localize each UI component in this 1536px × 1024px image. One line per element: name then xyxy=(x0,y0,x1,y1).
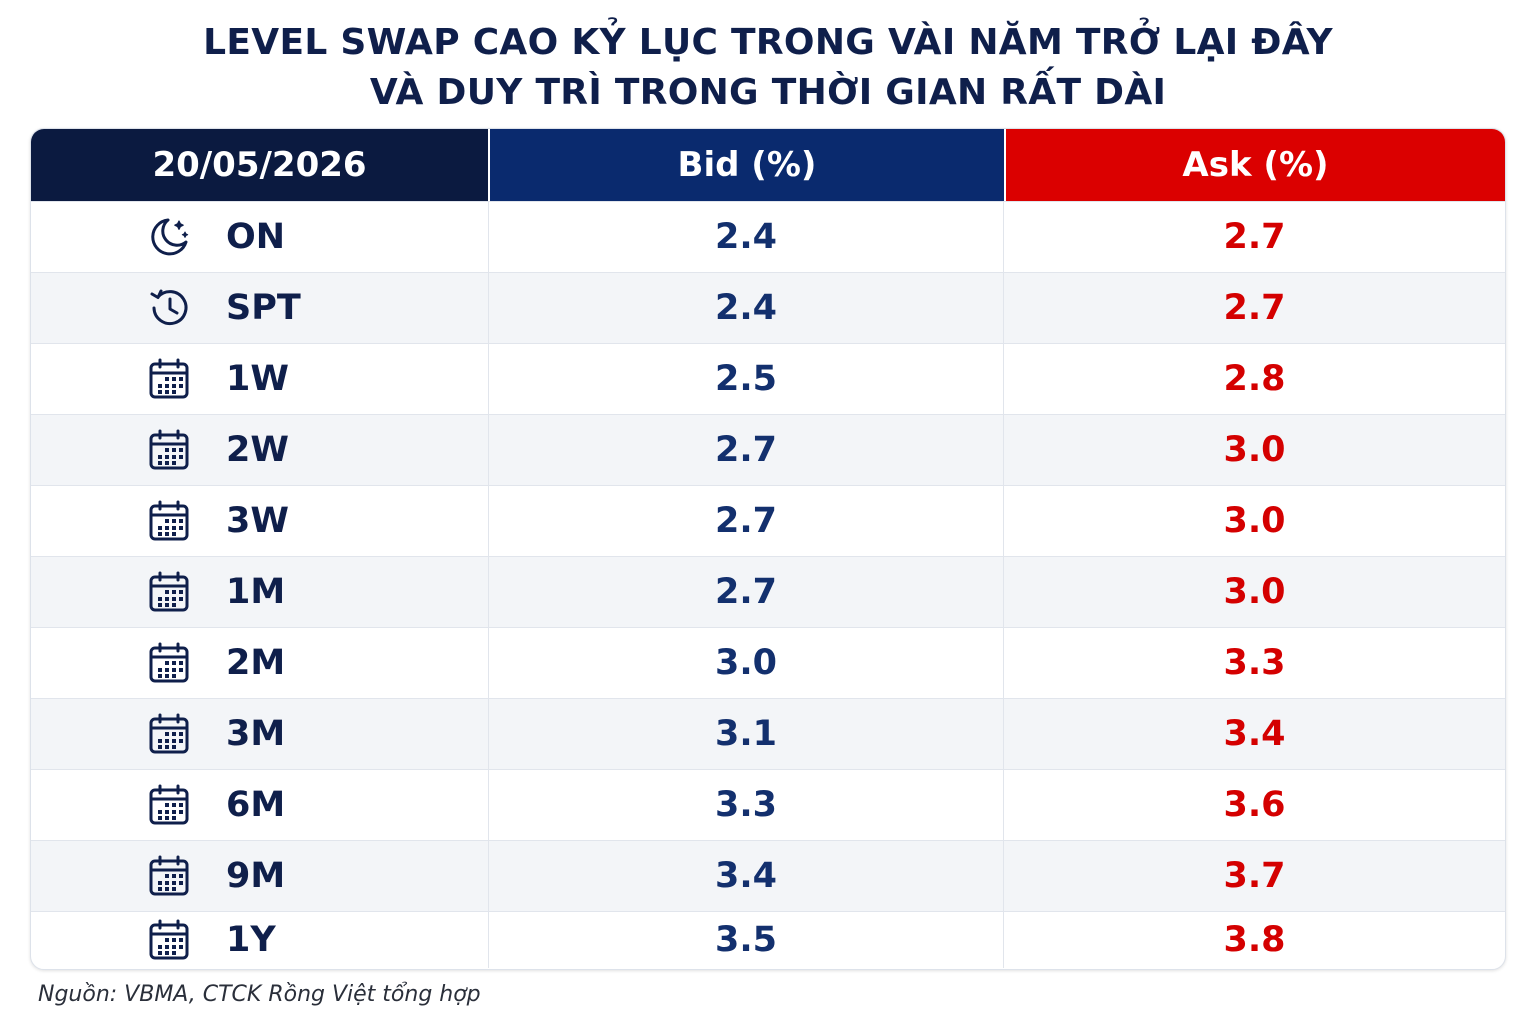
tenor-label: 3W xyxy=(226,501,289,541)
table-row: 6M 3.3 3.6 xyxy=(31,769,1505,840)
tenor-cell: 2M xyxy=(31,628,488,698)
bid-value: 3.5 xyxy=(488,912,1003,968)
tenor-label: 1Y xyxy=(226,920,276,960)
ask-value: 3.4 xyxy=(1003,699,1505,769)
table-row: 2M 3.0 3.3 xyxy=(31,627,1505,698)
calendar-icon xyxy=(146,569,192,615)
table-row: 1W 2.5 2.8 xyxy=(31,343,1505,414)
clock-history-icon xyxy=(146,285,192,331)
tenor-label: 9M xyxy=(226,856,286,896)
tenor-label: 1M xyxy=(226,572,286,612)
ask-value: 3.6 xyxy=(1003,770,1505,840)
bid-value: 2.7 xyxy=(488,415,1003,485)
table-row: 9M 3.4 3.7 xyxy=(31,840,1505,911)
calendar-icon xyxy=(146,356,192,402)
bid-value: 2.7 xyxy=(488,557,1003,627)
header-ask: Ask (%) xyxy=(1004,129,1505,201)
ask-value: 2.7 xyxy=(1003,202,1505,272)
table-row: ON 2.4 2.7 xyxy=(31,201,1505,272)
tenor-label: 2W xyxy=(226,430,289,470)
ask-value: 3.0 xyxy=(1003,415,1505,485)
tenor-label: 3M xyxy=(226,714,286,754)
source-note: Nguồn: VBMA, CTCK Rồng Việt tổng hợp xyxy=(38,982,481,1007)
tenor-label: 2M xyxy=(226,643,286,683)
tenor-cell: 6M xyxy=(31,770,488,840)
tenor-cell: 1Y xyxy=(31,912,488,968)
header-date: 20/05/2026 xyxy=(31,129,488,201)
bid-value: 2.4 xyxy=(488,202,1003,272)
calendar-icon xyxy=(146,427,192,473)
swap-table: 20/05/2026 Bid (%) Ask (%) ON 2.4 2.7 SPT 2.… xyxy=(30,128,1506,970)
table-header: 20/05/2026 Bid (%) Ask (%) xyxy=(31,129,1505,201)
calendar-icon xyxy=(146,917,192,963)
table-row: 2W 2.7 3.0 xyxy=(31,414,1505,485)
calendar-icon xyxy=(146,782,192,828)
bid-value: 2.7 xyxy=(488,486,1003,556)
chart-title: LEVEL SWAP CAO KỶ LỤC TRONG VÀI NĂM TRỞ … xyxy=(0,18,1536,118)
calendar-icon xyxy=(146,498,192,544)
table-row: 3W 2.7 3.0 xyxy=(31,485,1505,556)
title-line-2: VÀ DUY TRÌ TRONG THỜI GIAN RẤT DÀI xyxy=(369,72,1167,113)
table-row: SPT 2.4 2.7 xyxy=(31,272,1505,343)
table-row: 1Y 3.5 3.8 xyxy=(31,911,1505,968)
tenor-cell: 1M xyxy=(31,557,488,627)
ask-value: 3.8 xyxy=(1003,912,1505,968)
tenor-label: 6M xyxy=(226,785,286,825)
title-line-1: LEVEL SWAP CAO KỶ LỤC TRONG VÀI NĂM TRỞ … xyxy=(203,22,1333,63)
calendar-icon xyxy=(146,853,192,899)
ask-value: 3.0 xyxy=(1003,486,1505,556)
tenor-label: SPT xyxy=(226,288,301,328)
tenor-label: ON xyxy=(226,217,286,257)
calendar-icon xyxy=(146,711,192,757)
ask-value: 3.3 xyxy=(1003,628,1505,698)
ask-value: 3.7 xyxy=(1003,841,1505,911)
table-row: 3M 3.1 3.4 xyxy=(31,698,1505,769)
tenor-cell: 3M xyxy=(31,699,488,769)
tenor-label: 1W xyxy=(226,359,289,399)
tenor-cell: ON xyxy=(31,202,488,272)
tenor-cell: SPT xyxy=(31,273,488,343)
ask-value: 2.7 xyxy=(1003,273,1505,343)
tenor-cell: 9M xyxy=(31,841,488,911)
bid-value: 3.1 xyxy=(488,699,1003,769)
header-bid: Bid (%) xyxy=(488,129,1004,201)
table-row: 1M 2.7 3.0 xyxy=(31,556,1505,627)
bid-value: 2.5 xyxy=(488,344,1003,414)
bid-value: 3.3 xyxy=(488,770,1003,840)
table-body: ON 2.4 2.7 SPT 2.4 2.7 1W 2.5 2.8 2W 2.7 3.0 3W 2.7 3.… xyxy=(31,201,1505,968)
ask-value: 3.0 xyxy=(1003,557,1505,627)
bid-value: 3.0 xyxy=(488,628,1003,698)
tenor-cell: 2W xyxy=(31,415,488,485)
moon-stars-icon xyxy=(146,214,192,260)
bid-value: 2.4 xyxy=(488,273,1003,343)
bid-value: 3.4 xyxy=(488,841,1003,911)
tenor-cell: 1W xyxy=(31,344,488,414)
tenor-cell: 3W xyxy=(31,486,488,556)
ask-value: 2.8 xyxy=(1003,344,1505,414)
calendar-icon xyxy=(146,640,192,686)
